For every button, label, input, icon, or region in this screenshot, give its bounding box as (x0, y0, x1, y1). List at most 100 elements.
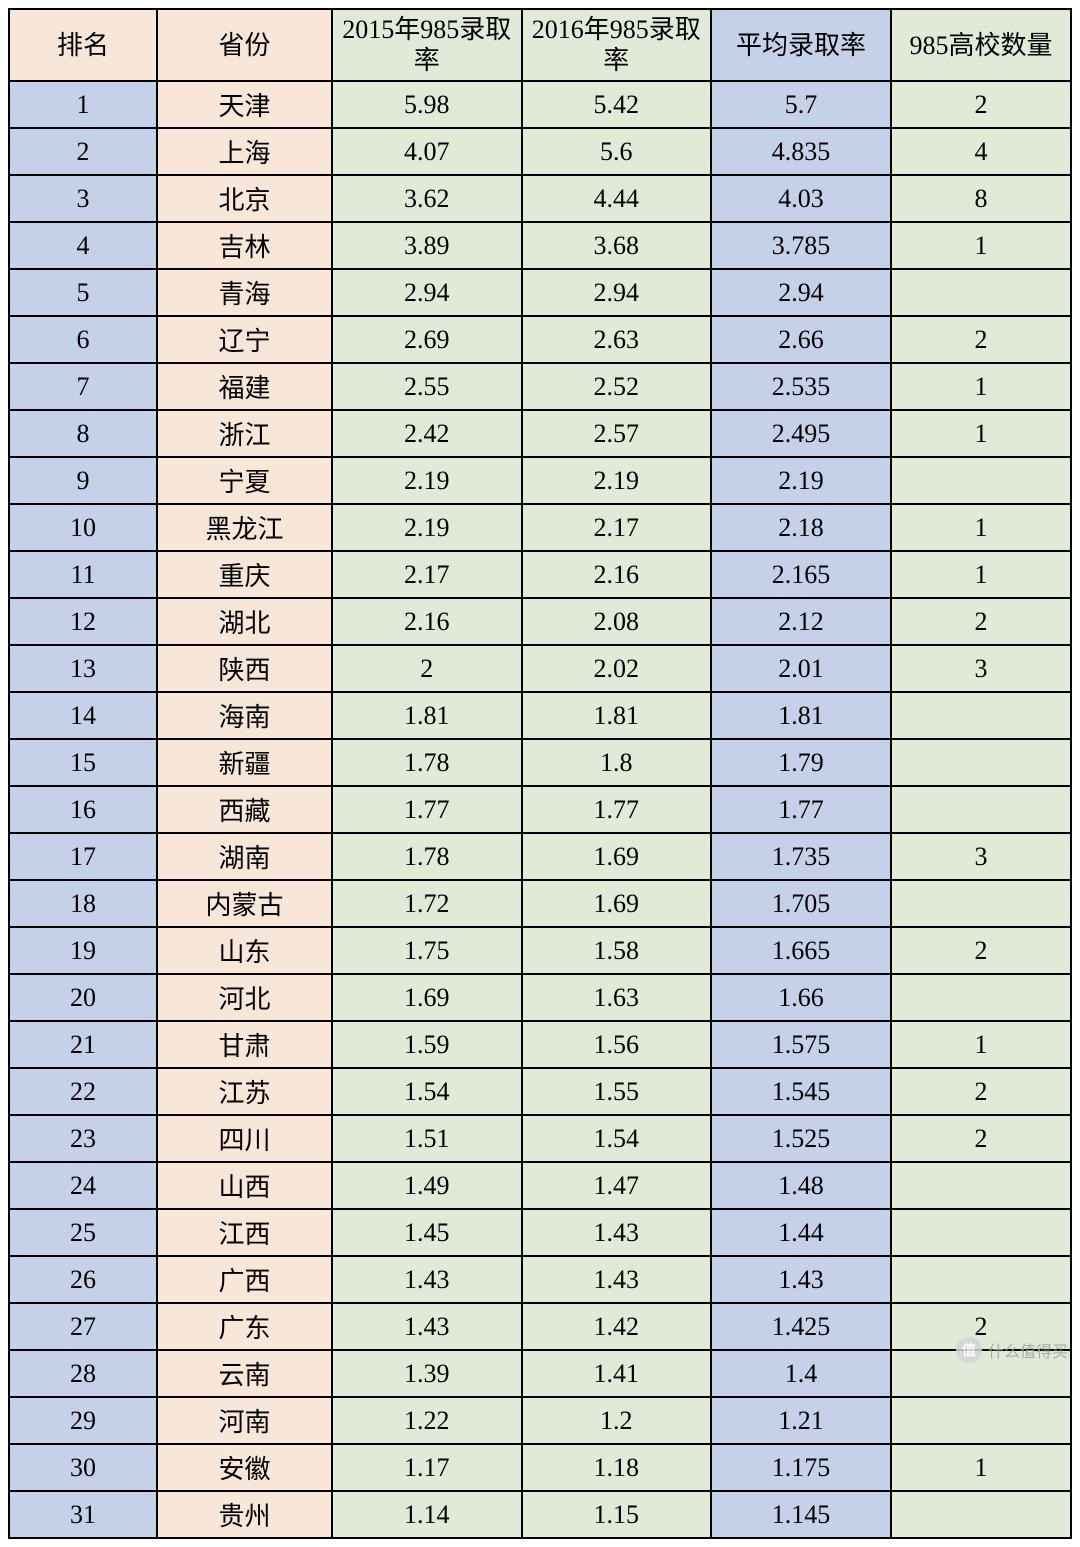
cell-r2016: 2.63 (522, 316, 712, 363)
cell-r2016: 1.2 (522, 1397, 712, 1444)
cell-r2015: 1.51 (332, 1115, 522, 1162)
col-header-rank: 排名 (9, 9, 157, 81)
cell-r2016: 1.41 (522, 1350, 712, 1397)
cell-cnt (891, 1256, 1071, 1303)
cell-avg: 2.18 (711, 504, 891, 551)
cell-rank: 11 (9, 551, 157, 598)
cell-rank: 18 (9, 880, 157, 927)
cell-cnt: 3 (891, 833, 1071, 880)
cell-prov: 湖南 (157, 833, 332, 880)
cell-cnt: 2 (891, 1115, 1071, 1162)
cell-r2016: 1.55 (522, 1068, 712, 1115)
table-row: 13陕西22.022.013 (9, 645, 1071, 692)
table-row: 28云南1.391.411.4 (9, 1350, 1071, 1397)
cell-r2015: 1.69 (332, 974, 522, 1021)
cell-prov: 北京 (157, 175, 332, 222)
cell-prov: 吉林 (157, 222, 332, 269)
table-row: 22江苏1.541.551.5452 (9, 1068, 1071, 1115)
cell-cnt (891, 739, 1071, 786)
cell-prov: 河南 (157, 1397, 332, 1444)
cell-r2015: 1.54 (332, 1068, 522, 1115)
table-header-row: 排名省份2015年985录取率2016年985录取率平均录取率985高校数量 (9, 9, 1071, 81)
cell-r2015: 1.22 (332, 1397, 522, 1444)
cell-r2016: 1.69 (522, 833, 712, 880)
cell-r2015: 2.19 (332, 457, 522, 504)
admission-rate-table: 排名省份2015年985录取率2016年985录取率平均录取率985高校数量 1… (8, 8, 1072, 1539)
cell-avg: 1.77 (711, 786, 891, 833)
cell-avg: 2.535 (711, 363, 891, 410)
cell-rank: 6 (9, 316, 157, 363)
cell-prov: 贵州 (157, 1491, 332, 1538)
table-row: 17湖南1.781.691.7353 (9, 833, 1071, 880)
table-row: 10黑龙江2.192.172.181 (9, 504, 1071, 551)
cell-cnt: 8 (891, 175, 1071, 222)
cell-prov: 新疆 (157, 739, 332, 786)
table-row: 20河北1.691.631.66 (9, 974, 1071, 1021)
cell-prov: 内蒙古 (157, 880, 332, 927)
cell-rank: 13 (9, 645, 157, 692)
col-header-cnt: 985高校数量 (891, 9, 1071, 81)
cell-r2016: 2.52 (522, 363, 712, 410)
cell-rank: 7 (9, 363, 157, 410)
cell-r2016: 1.47 (522, 1162, 712, 1209)
cell-avg: 4.835 (711, 128, 891, 175)
cell-cnt (891, 1397, 1071, 1444)
cell-prov: 青海 (157, 269, 332, 316)
cell-r2016: 1.69 (522, 880, 712, 927)
cell-r2015: 2.19 (332, 504, 522, 551)
cell-r2016: 1.63 (522, 974, 712, 1021)
cell-cnt: 4 (891, 128, 1071, 175)
cell-avg: 1.665 (711, 927, 891, 974)
cell-rank: 21 (9, 1021, 157, 1068)
cell-rank: 2 (9, 128, 157, 175)
cell-cnt (891, 1162, 1071, 1209)
cell-avg: 1.81 (711, 692, 891, 739)
table-row: 24山西1.491.471.48 (9, 1162, 1071, 1209)
cell-avg: 1.48 (711, 1162, 891, 1209)
cell-rank: 19 (9, 927, 157, 974)
col-header-avg: 平均录取率 (711, 9, 891, 81)
cell-r2016: 1.54 (522, 1115, 712, 1162)
cell-r2016: 1.42 (522, 1303, 712, 1350)
cell-r2016: 1.81 (522, 692, 712, 739)
table-row: 30安徽1.171.181.1751 (9, 1444, 1071, 1491)
cell-r2016: 2.57 (522, 410, 712, 457)
cell-r2015: 1.43 (332, 1256, 522, 1303)
cell-r2016: 2.17 (522, 504, 712, 551)
cell-cnt: 2 (891, 927, 1071, 974)
cell-r2015: 1.81 (332, 692, 522, 739)
cell-avg: 2.01 (711, 645, 891, 692)
cell-prov: 上海 (157, 128, 332, 175)
cell-r2015: 1.39 (332, 1350, 522, 1397)
cell-r2015: 1.17 (332, 1444, 522, 1491)
cell-prov: 江苏 (157, 1068, 332, 1115)
table-row: 9宁夏2.192.192.19 (9, 457, 1071, 504)
cell-r2015: 3.62 (332, 175, 522, 222)
cell-r2015: 2 (332, 645, 522, 692)
cell-prov: 山西 (157, 1162, 332, 1209)
table-row: 16西藏1.771.771.77 (9, 786, 1071, 833)
cell-r2016: 4.44 (522, 175, 712, 222)
cell-prov: 湖北 (157, 598, 332, 645)
cell-prov: 西藏 (157, 786, 332, 833)
cell-prov: 浙江 (157, 410, 332, 457)
cell-avg: 1.705 (711, 880, 891, 927)
cell-cnt (891, 1209, 1071, 1256)
cell-rank: 15 (9, 739, 157, 786)
table-row: 18内蒙古1.721.691.705 (9, 880, 1071, 927)
cell-r2015: 1.77 (332, 786, 522, 833)
cell-prov: 河北 (157, 974, 332, 1021)
cell-prov: 宁夏 (157, 457, 332, 504)
cell-cnt: 1 (891, 222, 1071, 269)
table-row: 8浙江2.422.572.4951 (9, 410, 1071, 457)
cell-rank: 31 (9, 1491, 157, 1538)
cell-r2015: 1.45 (332, 1209, 522, 1256)
cell-r2015: 3.89 (332, 222, 522, 269)
cell-rank: 1 (9, 81, 157, 128)
cell-prov: 重庆 (157, 551, 332, 598)
cell-cnt: 1 (891, 410, 1071, 457)
cell-cnt: 2 (891, 598, 1071, 645)
cell-r2015: 1.78 (332, 833, 522, 880)
cell-cnt (891, 457, 1071, 504)
cell-avg: 2.66 (711, 316, 891, 363)
